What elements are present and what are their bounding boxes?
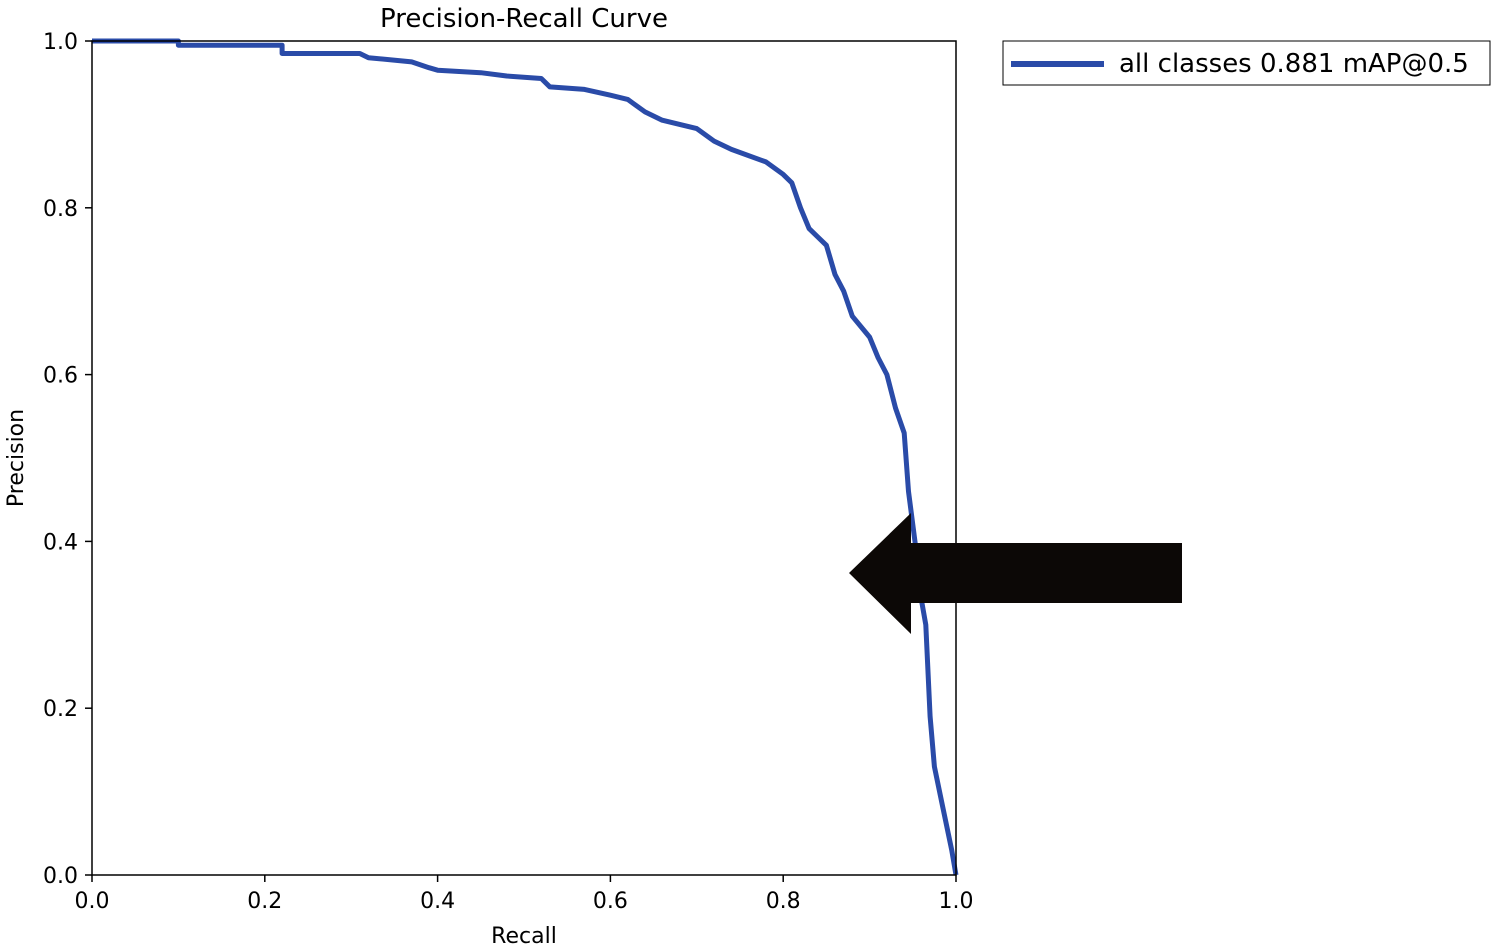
plot-frame: [91, 40, 957, 876]
legend: all classes 0.881 mAP@0.5: [1002, 40, 1491, 86]
y-tick-label: 0.0: [43, 864, 78, 889]
chart-title: Precision-Recall Curve: [380, 4, 668, 34]
y-axis-ticks: 0.0 0.2 0.4 0.6 0.8 1.0: [43, 30, 92, 889]
y-tick-label: 0.2: [43, 697, 78, 722]
x-tick-label: 1.0: [939, 889, 974, 914]
x-axis-label: Recall: [491, 924, 557, 949]
series-layer: [92, 38, 959, 876]
y-axis-label: Precision: [4, 409, 29, 507]
x-tick-label: 0.0: [75, 889, 110, 914]
plot-area: [91, 38, 959, 876]
x-tick-label: 0.4: [420, 889, 455, 914]
y-tick-label: 0.6: [43, 364, 78, 389]
x-axis-ticks: 0.0 0.2 0.4 0.6 0.8 1.0: [75, 875, 974, 914]
x-tick-label: 0.8: [766, 889, 801, 914]
y-tick-label: 0.4: [43, 530, 78, 555]
series-line-0: [92, 38, 959, 876]
y-tick-label: 1.0: [43, 30, 78, 55]
left-arrow-icon: [849, 513, 1182, 634]
legend-label: all classes 0.881 mAP@0.5: [1119, 49, 1469, 79]
x-tick-label: 0.6: [593, 889, 628, 914]
x-tick-label: 0.2: [247, 889, 282, 914]
y-tick-label: 0.8: [43, 197, 78, 222]
